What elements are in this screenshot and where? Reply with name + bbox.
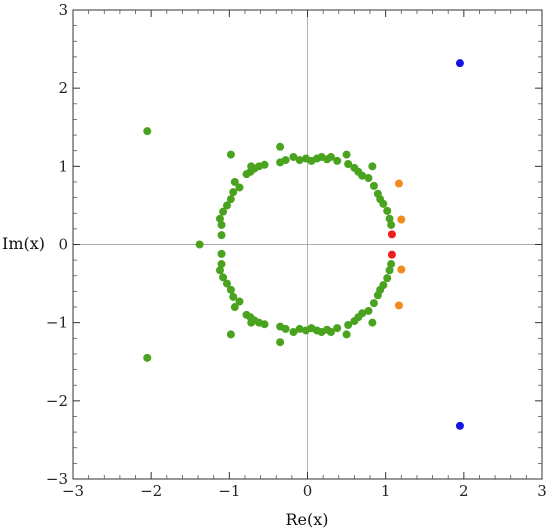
data-point	[276, 142, 285, 151]
data-point	[397, 265, 406, 274]
data-point	[333, 324, 342, 333]
data-point	[387, 220, 396, 229]
data-point	[247, 318, 256, 327]
y-tick-label: −2	[46, 392, 68, 410]
x-tick-label: 3	[537, 482, 547, 500]
data-point	[217, 249, 226, 258]
y-tick-label: −3	[46, 470, 68, 488]
data-point	[215, 266, 224, 275]
data-point	[230, 303, 239, 312]
data-point	[344, 321, 353, 330]
x-tick-label: 2	[459, 482, 469, 500]
data-point	[143, 127, 152, 136]
x-axis-title: Re(x)	[285, 510, 328, 529]
data-point	[369, 181, 378, 190]
x-tick-label: 1	[381, 482, 391, 500]
y-tick-label: −1	[46, 314, 68, 332]
data-point	[222, 279, 231, 288]
data-point	[260, 160, 269, 169]
data-point	[281, 324, 290, 333]
data-point	[368, 162, 377, 171]
x-tick-label: −3	[62, 482, 84, 500]
y-tick-label: 0	[58, 236, 68, 254]
x-tick-label: −1	[218, 482, 240, 500]
data-point	[226, 285, 235, 294]
data-point	[455, 59, 464, 68]
data-point	[326, 152, 335, 161]
data-point	[387, 250, 396, 259]
data-point	[289, 328, 298, 337]
data-point	[229, 292, 238, 301]
data-point	[295, 324, 304, 333]
data-point	[289, 152, 298, 161]
data-point	[394, 301, 403, 310]
data-point	[235, 297, 244, 306]
data-point	[235, 183, 244, 192]
data-point	[369, 299, 378, 308]
y-tick-label: 1	[58, 157, 68, 175]
data-point	[143, 353, 152, 362]
data-point	[217, 220, 226, 229]
y-axis-title: Im(x)	[2, 234, 45, 253]
axis-ticks	[72, 9, 543, 480]
data-point	[397, 215, 406, 224]
data-point	[379, 199, 388, 208]
data-point	[383, 206, 392, 215]
data-point	[219, 273, 228, 282]
data-point	[379, 281, 388, 290]
data-point	[387, 260, 396, 269]
x-tick-label: −2	[140, 482, 162, 500]
data-point	[358, 309, 367, 318]
data-point	[333, 156, 342, 165]
data-point	[368, 318, 377, 327]
data-point	[230, 177, 239, 186]
data-point	[342, 150, 351, 159]
data-point	[455, 421, 464, 430]
data-point	[229, 188, 238, 197]
data-point	[344, 159, 353, 168]
zero-lines	[73, 10, 542, 479]
data-point	[342, 330, 351, 339]
data-points	[143, 59, 464, 430]
y-tick-label: 2	[58, 79, 68, 97]
data-point	[358, 171, 367, 180]
data-point	[215, 214, 224, 223]
data-point	[217, 260, 226, 269]
data-point	[260, 320, 269, 329]
data-point	[276, 338, 285, 347]
data-point	[385, 266, 394, 275]
data-point	[195, 240, 204, 249]
x-tick-label: 0	[303, 482, 313, 500]
data-point	[326, 328, 335, 337]
data-point	[364, 306, 373, 315]
data-point	[385, 214, 394, 223]
data-point	[226, 330, 235, 339]
data-point	[295, 156, 304, 165]
data-point	[222, 201, 231, 210]
tick-labels: −3 −2 −1 0 1 2 3 −3 −2 −1 0 1 2 3	[46, 1, 547, 500]
data-point	[226, 150, 235, 159]
data-point	[217, 231, 226, 240]
data-point	[247, 162, 256, 171]
data-point	[226, 195, 235, 204]
data-point	[383, 274, 392, 283]
y-tick-label: 3	[58, 1, 68, 19]
data-point	[219, 207, 228, 216]
data-point	[281, 156, 290, 165]
data-point	[394, 179, 403, 188]
data-point	[387, 230, 396, 239]
data-point	[364, 174, 373, 183]
